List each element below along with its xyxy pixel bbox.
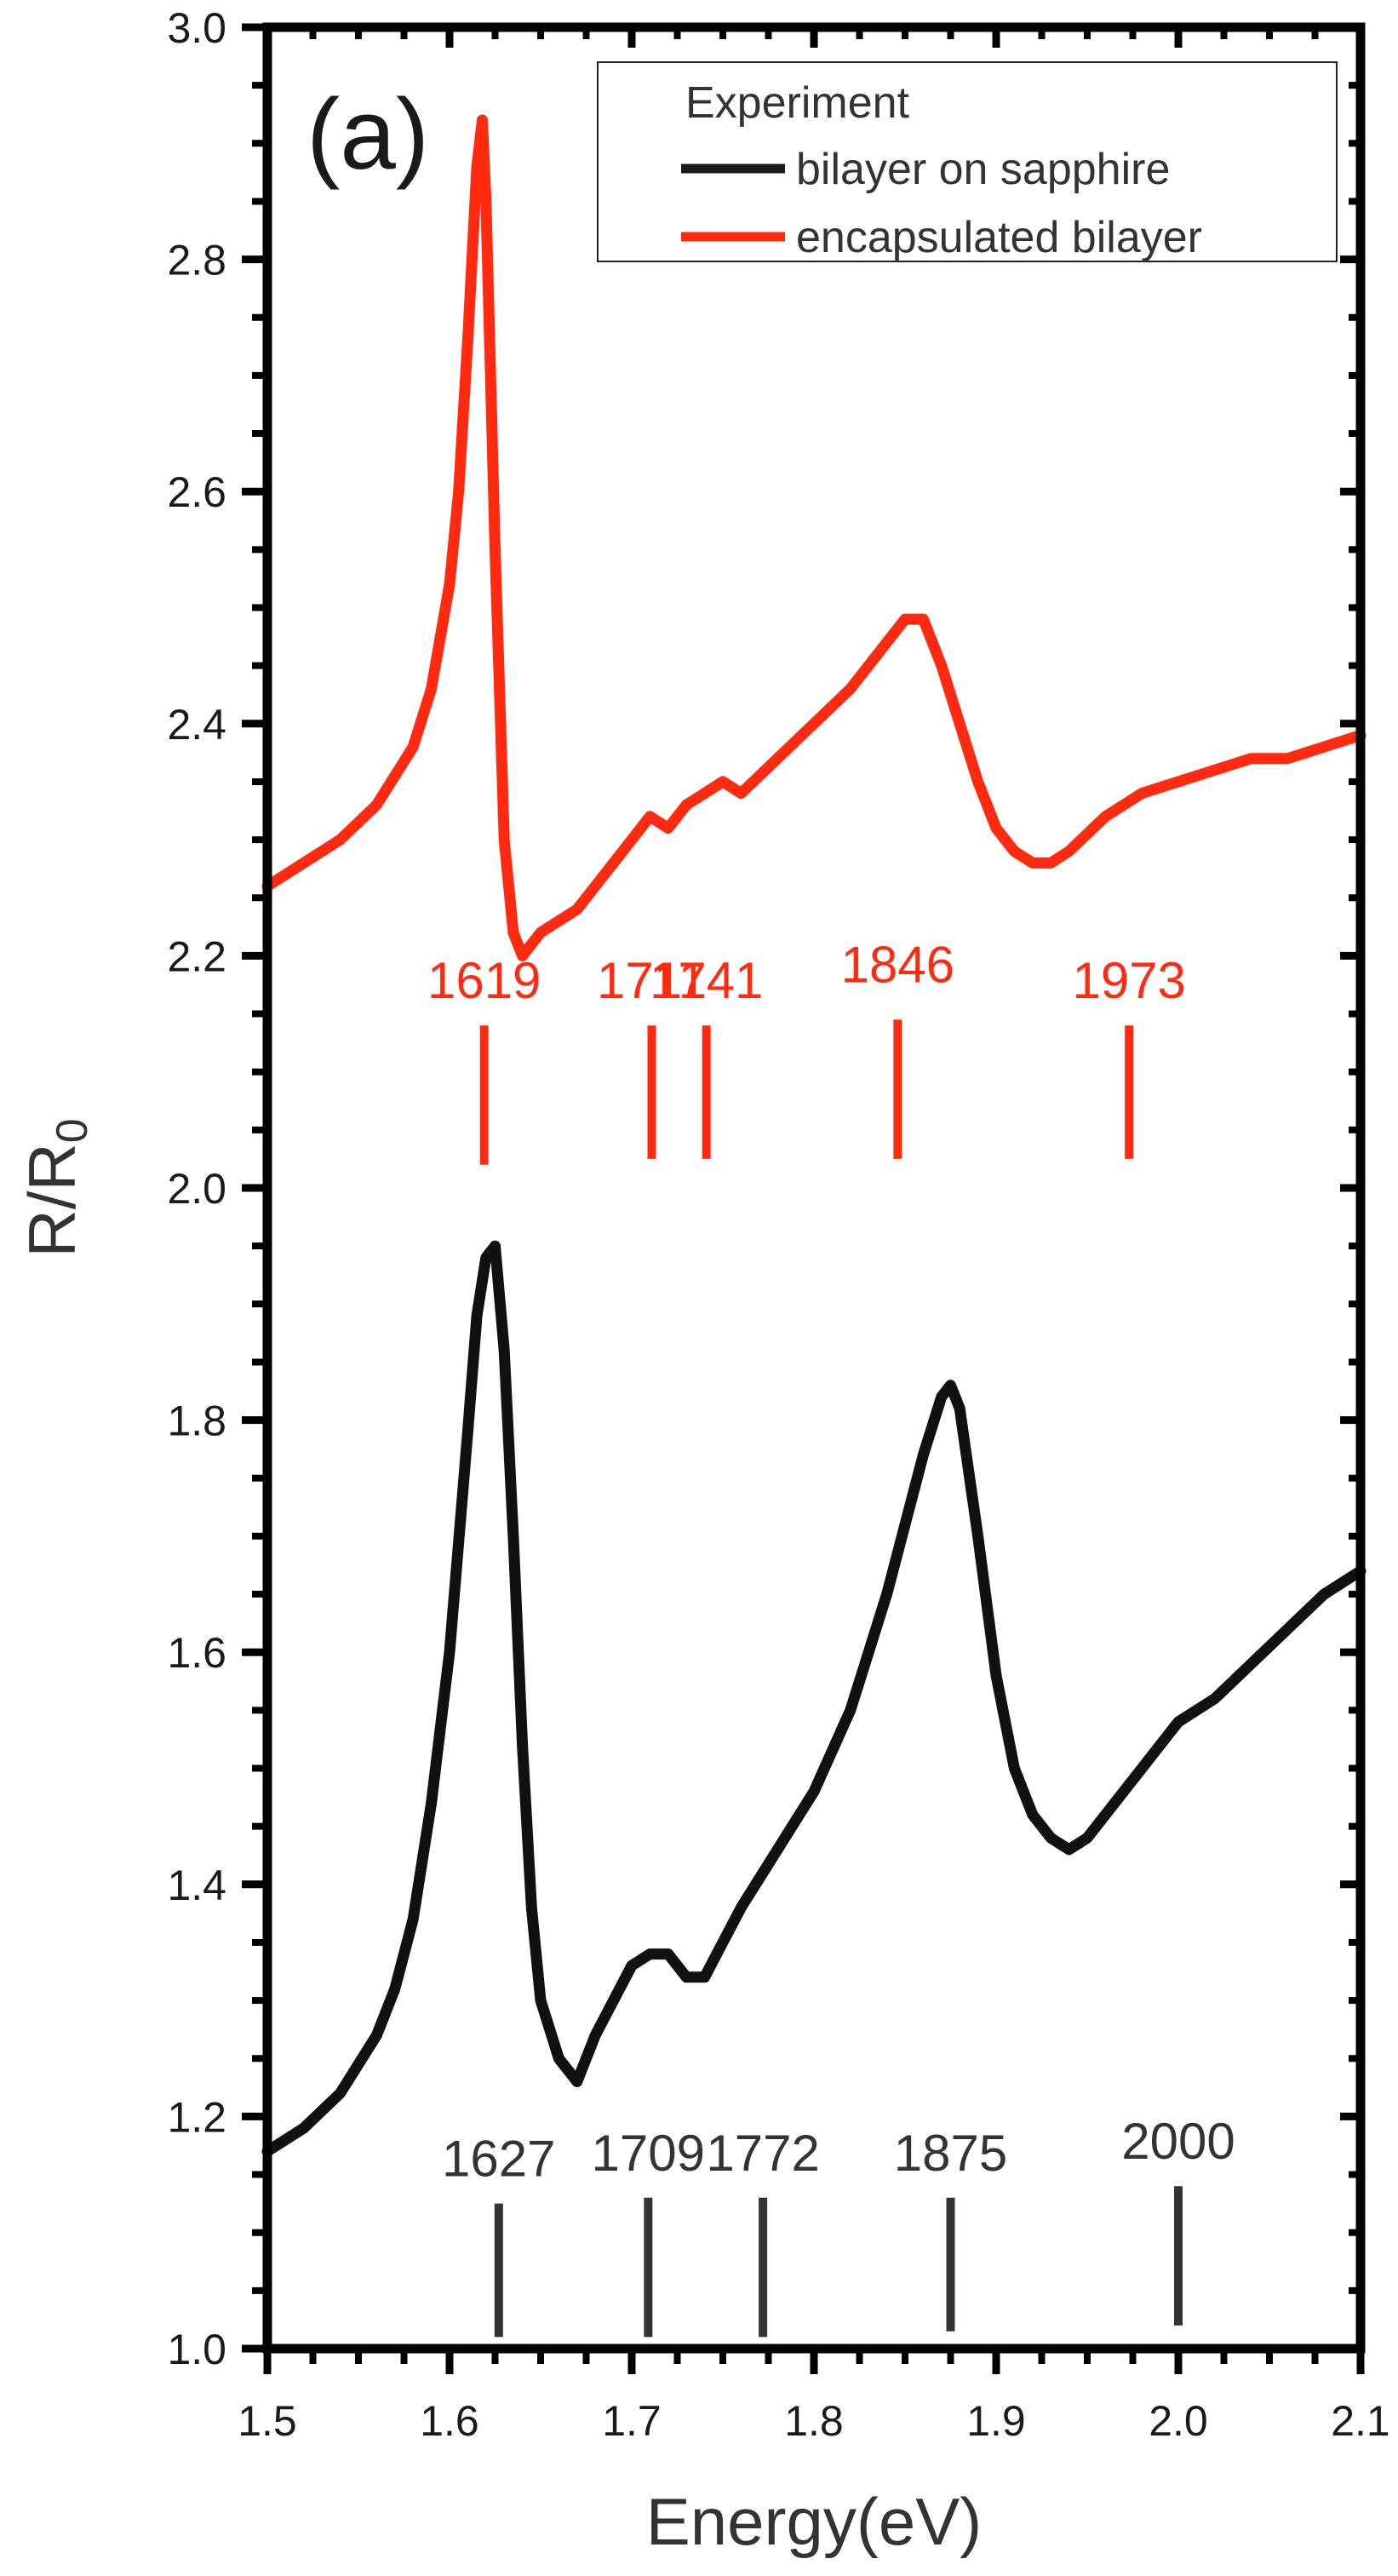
y-tick-label: 1.0 xyxy=(167,2326,226,2373)
y-tick-label: 2.4 xyxy=(167,701,226,749)
y-tick-label: 1.2 xyxy=(167,2093,226,2141)
series-line-bilayer-on-sapphire xyxy=(261,1240,1366,2157)
y-axis-title-main: R/R xyxy=(14,1143,89,1257)
marker-label-1875: 1875 xyxy=(894,2125,1007,2182)
y-tick-label: 1.8 xyxy=(167,1397,226,1445)
x-tick-label: 2.1 xyxy=(1331,2397,1390,2445)
legend-label-encapsulated-bilayer: encapsulated bilayer xyxy=(796,213,1202,262)
x-tick-label: 1.6 xyxy=(420,2397,479,2445)
x-tick-label: 1.7 xyxy=(602,2397,662,2445)
plot-frame xyxy=(262,22,1366,2354)
y-tick-label: 1.4 xyxy=(167,1862,226,1909)
marker-label-1627: 1627 xyxy=(442,2131,555,2188)
series-line-encapsulated-bilayer xyxy=(261,114,1366,961)
marker-label-1973: 1973 xyxy=(1072,952,1185,1009)
marker-label-1709: 1709 xyxy=(592,2125,705,2182)
y-tick-label: 2.0 xyxy=(167,1165,226,1213)
x-tick-label: 2.0 xyxy=(1149,2397,1208,2445)
y-tick-label: 2.6 xyxy=(167,468,226,516)
marker-label-1741: 1741 xyxy=(650,952,763,1009)
legend-label-bilayer-on-sapphire: bilayer on sapphire xyxy=(796,145,1170,194)
y-axis-title: R/R0 xyxy=(14,1118,97,1257)
marker-label-1772: 1772 xyxy=(706,2125,819,2182)
x-axis-title: Energy(eV) xyxy=(646,2484,983,2559)
x-tick-label: 1.8 xyxy=(784,2397,844,2445)
x-tick-label: 1.9 xyxy=(966,2397,1026,2445)
x-tick-label: 1.5 xyxy=(238,2397,297,2445)
y-tick-label: 1.6 xyxy=(167,1629,226,1677)
tick-layer: 1.5 1.6 1.7 1.8 1.9 2.0 2.1 1.0 1.2 1.4 1.6 1.8 2.0 2… xyxy=(167,4,1389,2445)
y-tick-label: 2.2 xyxy=(167,932,226,980)
marker-label-1846: 1846 xyxy=(841,936,954,993)
y-tick-label: 2.8 xyxy=(167,237,226,284)
legend: Experiment bilayer on sapphire encapsula… xyxy=(597,61,1338,262)
marker-label-2000: 2000 xyxy=(1121,2113,1235,2170)
y-tick-label: 3.0 xyxy=(167,4,226,52)
series-layer xyxy=(261,114,1366,2157)
panel-label: (a) xyxy=(307,78,429,191)
legend-box xyxy=(597,61,1338,262)
marker-label-1711: 1711 xyxy=(597,952,707,1009)
y-axis-title-subscript: 0 xyxy=(48,1118,97,1143)
marker-label-1619: 1619 xyxy=(427,952,541,1009)
legend-title: Experiment xyxy=(685,78,910,128)
